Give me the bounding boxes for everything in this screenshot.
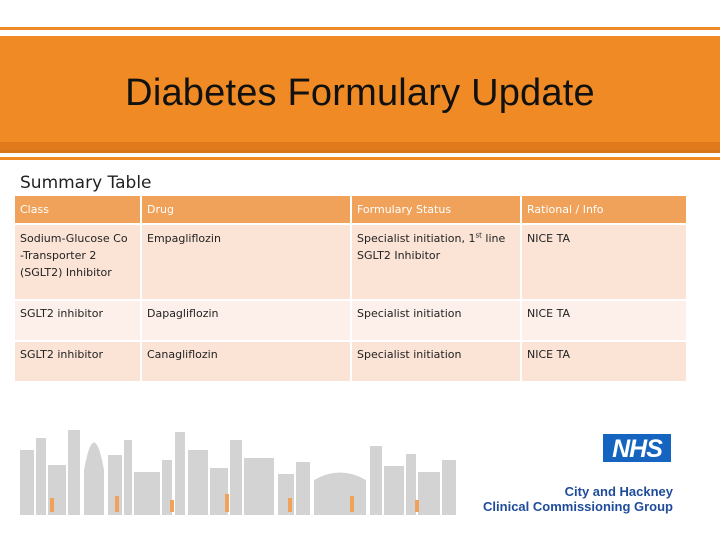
cell-info: NICE TA: [521, 341, 688, 383]
class-line: (SGLT2) Inhibitor: [20, 266, 112, 279]
table-row: Sodium-Glucose Co -Transporter 2 (SGLT2)…: [15, 224, 688, 301]
cell-drug: Empagliflozin: [141, 224, 352, 301]
section-subtitle: Summary Table: [20, 173, 152, 193]
class-line: -Transporter 2: [20, 249, 97, 262]
bottom-rule: [0, 157, 720, 160]
table-header-row: Class Drug Formulary Status Rational / I…: [15, 196, 688, 225]
page-title: Diabetes Formulary Update: [125, 72, 595, 114]
cell-drug: Canagliflozin: [141, 341, 352, 383]
cell-class: SGLT2 inhibitor: [15, 341, 142, 383]
class-line: Sodium-Glucose Co: [20, 232, 128, 245]
header-rational-info: Rational / Info: [521, 196, 688, 225]
title-banner: [0, 36, 720, 153]
city-skyline-illustration: [20, 430, 456, 515]
org-name-line1: City and Hackney: [564, 484, 673, 499]
table-row: SGLT2 inhibitor Canagliflozin Specialist…: [15, 341, 688, 383]
cell-formulary-status: Specialist initiation, 1st line SGLT2 In…: [351, 224, 522, 301]
summary-table: Class Drug Formulary Status Rational / I…: [15, 196, 688, 383]
cell-class: Sodium-Glucose Co -Transporter 2 (SGLT2)…: [15, 224, 142, 301]
status-superscript: st: [475, 231, 482, 240]
header-formulary-status: Formulary Status: [351, 196, 522, 225]
top-rule: [0, 27, 720, 30]
table-row: SGLT2 inhibitor Dapagliflozin Specialist…: [15, 300, 688, 342]
header-drug: Drug: [141, 196, 352, 225]
org-name-line2: Clinical Commissioning Group: [483, 499, 673, 514]
header-class: Class: [15, 196, 142, 225]
nhs-logo: NHS: [603, 434, 671, 463]
status-text: line: [481, 232, 506, 245]
cell-drug: Dapagliflozin: [141, 300, 352, 342]
nhs-logo-text: NHS: [612, 435, 663, 463]
cell-formulary-status: Specialist initiation: [351, 341, 522, 383]
cell-formulary-status: Specialist initiation: [351, 300, 522, 342]
cell-info: NICE TA: [521, 224, 688, 301]
cell-class: SGLT2 inhibitor: [15, 300, 142, 342]
cell-info: NICE TA: [521, 300, 688, 342]
status-text: SGLT2 Inhibitor: [357, 249, 441, 262]
status-text: Specialist initiation, 1: [357, 232, 476, 245]
